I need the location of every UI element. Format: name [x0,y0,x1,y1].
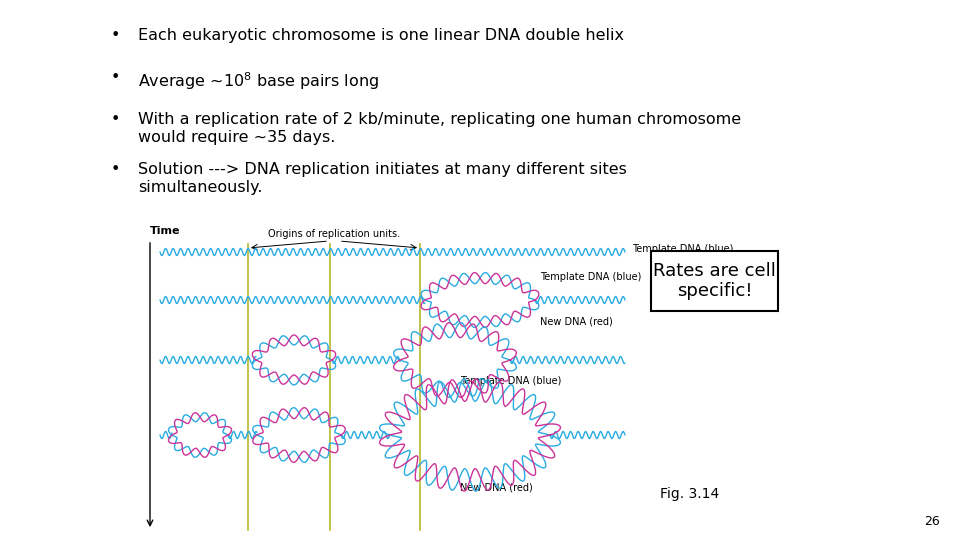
Text: With a replication rate of 2 kb/minute, replicating one human chromosome: With a replication rate of 2 kb/minute, … [138,112,741,127]
Text: New DNA (red): New DNA (red) [540,316,612,326]
Text: Each eukaryotic chromosome is one linear DNA double helix: Each eukaryotic chromosome is one linear… [138,28,624,43]
Text: 26: 26 [924,515,940,528]
Text: Solution ---> DNA replication initiates at many different sites: Solution ---> DNA replication initiates … [138,162,627,177]
Text: •: • [110,112,120,127]
Text: Template DNA (blue): Template DNA (blue) [540,272,641,282]
Text: Origins of replication units.: Origins of replication units. [268,229,400,239]
Text: Time: Time [150,226,180,236]
Text: •: • [110,28,120,43]
Text: Average ~10$^{8}$ base pairs long: Average ~10$^{8}$ base pairs long [138,70,379,92]
Text: would require ~35 days.: would require ~35 days. [138,130,335,145]
FancyBboxPatch shape [651,251,778,311]
Text: Template DNA (blue): Template DNA (blue) [632,244,733,254]
Text: Rates are cell
specific!: Rates are cell specific! [653,261,776,300]
Text: •: • [110,70,120,85]
Text: New DNA (red): New DNA (red) [460,482,533,492]
Text: Fig. 3.14: Fig. 3.14 [660,487,719,501]
Text: •: • [110,162,120,177]
Text: simultaneously.: simultaneously. [138,180,262,195]
Text: Template DNA (blue): Template DNA (blue) [460,376,562,386]
